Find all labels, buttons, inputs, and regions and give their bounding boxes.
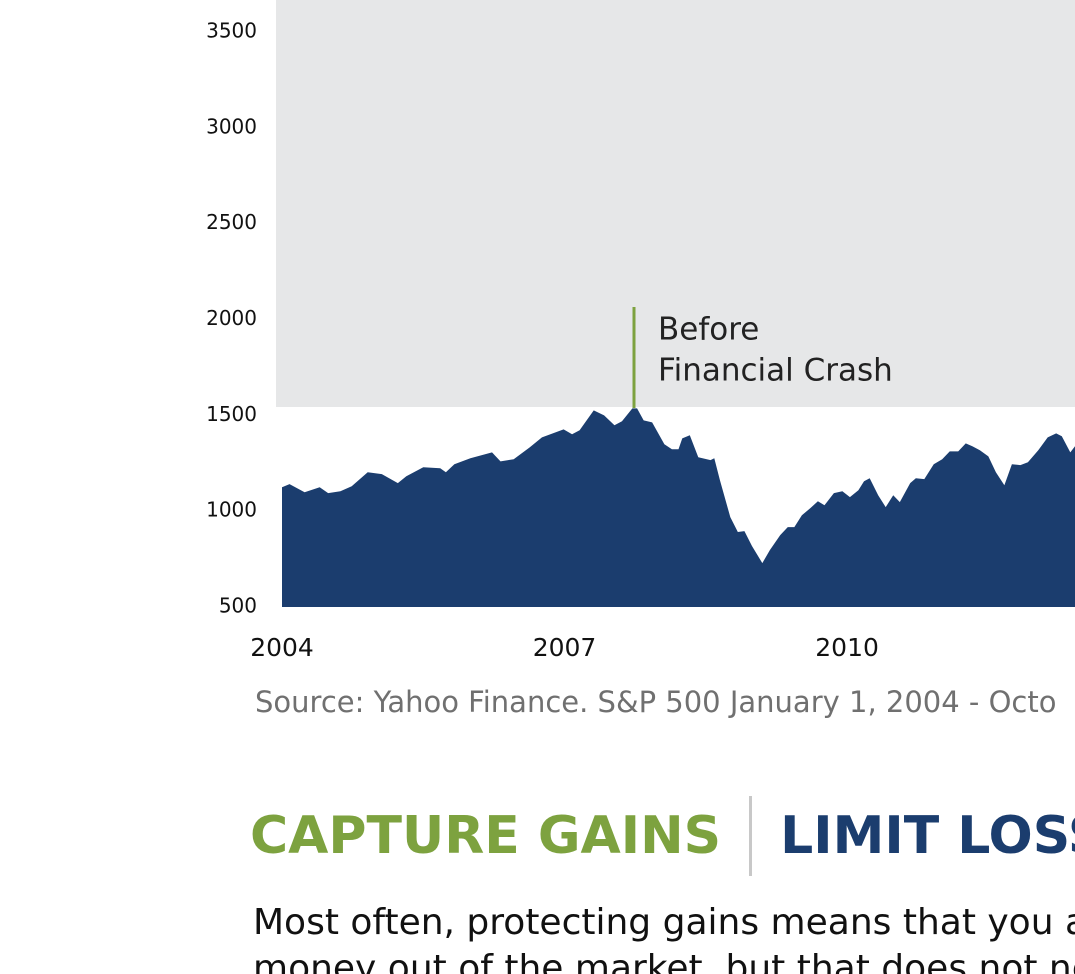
y-tick-label: 3500 bbox=[206, 19, 257, 43]
y-tick-label: 1500 bbox=[206, 402, 257, 426]
x-tick-label: 2007 bbox=[533, 633, 597, 662]
chart: Before Financial Crash 500 1000 1500 2000 25… bbox=[206, 0, 1075, 662]
y-tick-label: 1000 bbox=[206, 498, 257, 522]
x-tick-label: 2010 bbox=[815, 633, 879, 662]
source-note: Source: Yahoo Finance. S&P 500 January 1… bbox=[255, 685, 1057, 719]
separator bbox=[749, 796, 753, 876]
area bbox=[282, 408, 1075, 607]
annotation: Financial Crash bbox=[658, 353, 893, 389]
y-tick-label: 500 bbox=[219, 594, 257, 618]
headline: CAPTURE GAINS LIMIT LOSS bbox=[250, 796, 1075, 876]
y-tick-label: 2000 bbox=[206, 306, 257, 330]
body-text: Most often, protecting gains means that … bbox=[253, 900, 1075, 974]
annotation: Before bbox=[658, 312, 759, 348]
x-tick-label: 2004 bbox=[250, 633, 314, 662]
headline-gains: CAPTURE GAINS bbox=[250, 806, 722, 866]
plot-background bbox=[276, 0, 1075, 407]
headline-losses: LIMIT LOSS bbox=[780, 806, 1075, 866]
paragraph-line: money out of the market, but that does n… bbox=[253, 948, 1075, 974]
y-tick-label: 3000 bbox=[206, 114, 257, 138]
y-tick-label: 2500 bbox=[206, 210, 257, 234]
paragraph-line: Most often, protecting gains means that … bbox=[253, 902, 1075, 943]
